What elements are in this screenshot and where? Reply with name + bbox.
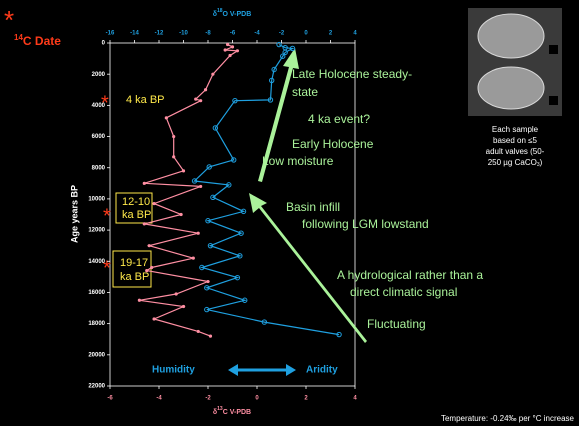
annotation: Low moisture bbox=[262, 154, 334, 168]
point bbox=[179, 213, 182, 216]
x-tick-label: -4 bbox=[156, 396, 162, 402]
annotation: A hydrological rather than a bbox=[337, 268, 483, 282]
y-tick-label: 10000 bbox=[88, 196, 105, 202]
x2-title-part: O V-PDB bbox=[223, 11, 252, 18]
caption-line: adult valves (50- bbox=[486, 147, 545, 156]
y-tick-label: 8000 bbox=[92, 165, 106, 171]
point bbox=[224, 48, 227, 51]
annotation: 4 ka event? bbox=[308, 112, 370, 126]
annotation: Basin infill bbox=[286, 200, 340, 214]
y-tick-label: 22000 bbox=[88, 384, 105, 390]
point bbox=[197, 232, 200, 235]
point bbox=[148, 244, 151, 247]
point bbox=[236, 49, 239, 52]
date-label: 12-10 bbox=[122, 196, 150, 208]
point bbox=[143, 182, 146, 185]
valve bbox=[478, 67, 544, 109]
annotation: following LGM lowstand bbox=[302, 217, 429, 231]
point bbox=[192, 257, 195, 260]
point bbox=[228, 54, 231, 57]
scale-block bbox=[549, 96, 558, 105]
point bbox=[211, 73, 214, 76]
point bbox=[143, 222, 146, 225]
y-axis-title: Age years BP bbox=[69, 185, 79, 243]
humidity-label: Humidity bbox=[152, 365, 195, 376]
caption-part: 250 µg CaCO bbox=[488, 158, 537, 167]
y-tick-label: 2000 bbox=[92, 72, 106, 78]
point bbox=[182, 169, 185, 172]
star: * bbox=[4, 5, 14, 35]
footnote: Temperature: -0.24‰ per °C increase bbox=[441, 414, 575, 423]
annotation: state bbox=[292, 85, 318, 99]
point bbox=[175, 292, 178, 295]
point bbox=[165, 116, 168, 119]
y-tick-label: 6000 bbox=[92, 134, 106, 140]
x2-tick-label: -14 bbox=[130, 31, 139, 37]
y-tick-label: 16000 bbox=[88, 290, 105, 296]
point bbox=[172, 135, 175, 138]
date-label: ka BP bbox=[120, 271, 149, 283]
point bbox=[150, 266, 153, 269]
point bbox=[209, 335, 212, 338]
caption: Each sample based on ≤5 adult valves (50… bbox=[486, 125, 545, 168]
caption-part: ) bbox=[540, 158, 543, 167]
y-tick-label: 14000 bbox=[88, 259, 105, 265]
point bbox=[145, 269, 148, 272]
point bbox=[206, 280, 209, 283]
date-label: 4 ka BP bbox=[126, 94, 165, 106]
aridity-label: Aridity bbox=[306, 365, 338, 376]
date-label: ka BP bbox=[122, 209, 151, 221]
x-tick-label: -2 bbox=[205, 396, 211, 402]
point bbox=[194, 98, 197, 101]
point bbox=[153, 317, 156, 320]
title-text: C Date bbox=[23, 34, 61, 48]
annotation: Fluctuating bbox=[367, 317, 426, 331]
annotation: Early Holocene bbox=[292, 137, 374, 151]
y-tick-label: 18000 bbox=[88, 321, 105, 327]
y-tick-label: 4000 bbox=[92, 103, 106, 109]
slide: * 14C Date Age years BP δ13C V-PDB δ18O … bbox=[0, 0, 579, 426]
star: * bbox=[103, 205, 111, 227]
caption-line: based on ≤5 bbox=[493, 136, 538, 145]
point bbox=[226, 43, 229, 46]
point bbox=[138, 299, 141, 302]
y-tick-label: 20000 bbox=[88, 352, 105, 358]
point bbox=[199, 99, 202, 102]
x2-tick-label: -2 bbox=[279, 31, 285, 37]
x2-tick-label: -10 bbox=[179, 31, 188, 37]
caption-line: 250 µg CaCO3) bbox=[488, 158, 543, 168]
point bbox=[199, 185, 202, 188]
point bbox=[172, 155, 175, 158]
point bbox=[231, 45, 234, 48]
point bbox=[197, 330, 200, 333]
x-tick-label: -6 bbox=[107, 396, 113, 402]
x2-tick-label: -8 bbox=[205, 31, 211, 37]
annotation: Late Holocene steady- bbox=[292, 67, 412, 81]
date-label: 19-17 bbox=[120, 257, 148, 269]
point bbox=[182, 305, 185, 308]
point bbox=[204, 88, 207, 91]
annotation: direct climatic signal bbox=[350, 285, 457, 299]
y-tick-label: 12000 bbox=[88, 228, 105, 234]
x-title-part: C V-PDB bbox=[223, 409, 251, 416]
x2-tick-label: -16 bbox=[106, 31, 115, 37]
scale-block bbox=[549, 45, 558, 54]
x2-tick-label: -12 bbox=[155, 31, 164, 37]
valve bbox=[478, 14, 544, 58]
point bbox=[153, 202, 156, 205]
x2-tick-label: -4 bbox=[254, 31, 260, 37]
x2-tick-label: -6 bbox=[230, 31, 236, 37]
caption-line: Each sample bbox=[492, 125, 539, 134]
ostracod-image bbox=[468, 8, 562, 116]
